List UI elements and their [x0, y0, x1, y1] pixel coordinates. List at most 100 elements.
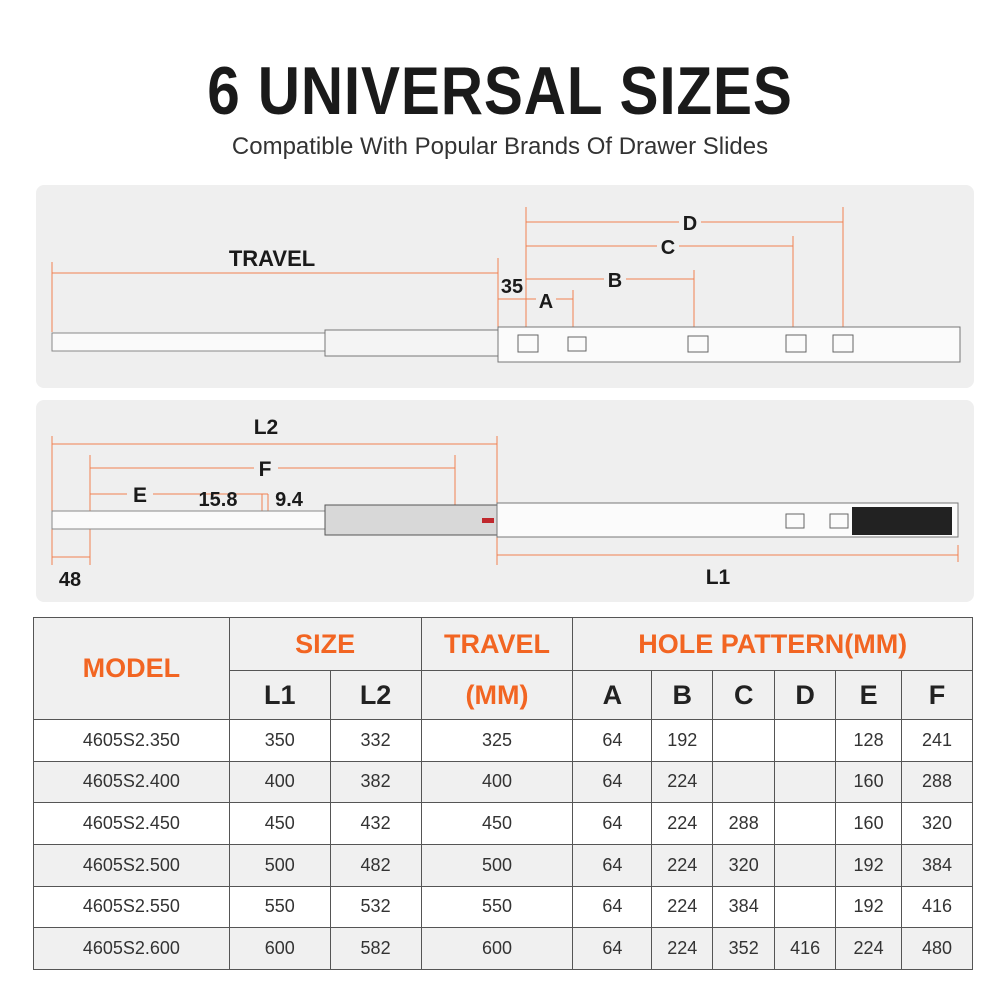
table-cell: 4605S2.450: [33, 802, 230, 845]
table-cell: 160: [835, 802, 903, 845]
table-cell: [712, 719, 776, 762]
table-row: 4605S2.450 450 432 450 64 224 288 160 320: [33, 802, 973, 845]
bottom-dimension-lines: [51, 436, 959, 565]
table-cell: 400: [228, 760, 331, 804]
table-cell: 64: [572, 927, 653, 970]
header-l1: L1: [228, 670, 331, 720]
header-size: SIZE: [228, 617, 422, 671]
table-cell: 550: [420, 885, 574, 929]
table-cell: [774, 885, 837, 929]
table-cell: 450: [228, 802, 331, 845]
table-row: 4605S2.600 600 582 600 64 224 352 416 224 480: [33, 927, 973, 970]
table-cell: [774, 760, 837, 804]
table-cell: 400: [420, 760, 574, 804]
table-cell: 432: [329, 802, 422, 845]
size-table: MODEL SIZE TRAVEL HOLE PATTERN(MM) L1 L2…: [33, 617, 973, 970]
table-cell: 450: [420, 802, 574, 845]
page-subtitle: Compatible With Popular Brands Of Drawer…: [231, 133, 769, 160]
table-cell: 192: [835, 885, 903, 929]
dim-b-label: B: [608, 270, 622, 292]
header-l2: L2: [329, 670, 422, 720]
top-labels: TRAVEL 35 A B C D: [219, 211, 701, 313]
table-cell: 4605S2.600: [33, 927, 230, 970]
bottom-slide-rail: [51, 502, 959, 538]
dim-a-label: A: [539, 291, 553, 313]
header-e: E: [835, 670, 903, 720]
table-cell: [712, 760, 776, 804]
header-hole-pattern: HOLE PATTERN(MM): [572, 617, 973, 671]
dim-c-label: C: [661, 237, 675, 259]
table-cell: 320: [712, 843, 776, 887]
table-cell: 500: [420, 843, 574, 887]
slide-diagrams: TRAVEL 35 A B C D L2 F E 15.8 9.4 48 L1: [51, 207, 961, 591]
table-cell: 192: [835, 843, 903, 887]
table-cell: 64: [572, 802, 653, 845]
table-cell: 480: [901, 927, 973, 970]
table-cell: 241: [901, 719, 973, 762]
top-dimension-lines: [51, 207, 844, 340]
table-cell: 482: [329, 843, 422, 887]
table-cell: 224: [651, 760, 714, 804]
table-cell: 224: [651, 843, 714, 887]
top-slide-rail: [51, 326, 961, 363]
header-f: F: [901, 670, 973, 720]
table-cell: 350: [228, 719, 331, 762]
header-c: C: [712, 670, 776, 720]
table-cell: 64: [572, 719, 653, 762]
dim-35-label: 35: [501, 276, 523, 298]
table-cell: 352: [712, 927, 776, 970]
table-cell: 500: [228, 843, 331, 887]
table-row: 4605S2.550 550 532 550 64 224 384 192 416: [33, 885, 973, 929]
dim-d-label: D: [683, 213, 697, 235]
table-cell: 224: [835, 927, 903, 970]
table-cell: 224: [651, 885, 714, 929]
table-cell: 64: [572, 885, 653, 929]
bottom-labels: L2 F E 15.8 9.4 48 L1: [59, 416, 731, 591]
table-cell: 288: [712, 802, 776, 845]
table-cell: 128: [835, 719, 903, 762]
table-cell: 320: [901, 802, 973, 845]
table-cell: 384: [712, 885, 776, 929]
table-cell: 224: [651, 802, 714, 845]
table-cell: [774, 802, 837, 845]
table-cell: 416: [774, 927, 837, 970]
table-cell: 288: [901, 760, 973, 804]
table-cell: 600: [420, 927, 574, 970]
header-a: A: [572, 670, 653, 720]
header-model: MODEL: [33, 617, 230, 720]
header-b: B: [651, 670, 714, 720]
table-row: 4605S2.500 500 482 500 64 224 320 192 384: [33, 843, 973, 887]
header-d: D: [774, 670, 837, 720]
table-cell: 64: [572, 760, 653, 804]
table-cell: 192: [651, 719, 714, 762]
table-cell: 384: [901, 843, 973, 887]
page-title: 6 UNIVERSAL SIZES: [207, 53, 793, 129]
bottom-diagram-panel: [36, 400, 974, 602]
table-cell: 4605S2.550: [33, 885, 230, 929]
table-cell: 600: [228, 927, 331, 970]
header-travel: TRAVEL: [420, 617, 574, 671]
table-cell: 4605S2.400: [33, 760, 230, 804]
dim-l2-label: L2: [254, 416, 279, 439]
table-row: 4605S2.400 400 382 400 64 224 160 288: [33, 760, 973, 804]
table-cell: [774, 843, 837, 887]
table-cell: 582: [329, 927, 422, 970]
dim-e-label: E: [133, 484, 147, 507]
table-cell: 224: [651, 927, 714, 970]
dim-48-label: 48: [59, 569, 81, 591]
table-cell: 332: [329, 719, 422, 762]
table-cell: 4605S2.500: [33, 843, 230, 887]
table-cell: 416: [901, 885, 973, 929]
table-cell: 64: [572, 843, 653, 887]
dim-15-8-label: 15.8: [199, 489, 238, 511]
header-travel-unit: (MM): [420, 670, 574, 720]
table-cell: 160: [835, 760, 903, 804]
table-cell: 382: [329, 760, 422, 804]
dim-l1-label: L1: [706, 566, 731, 589]
table-cell: 4605S2.350: [33, 719, 230, 762]
table-row: 4605S2.350 350 332 325 64 192 128 241: [33, 719, 973, 762]
travel-label: TRAVEL: [229, 246, 315, 271]
table-cell: 325: [420, 719, 574, 762]
dim-f-label: F: [259, 458, 272, 481]
table-cell: [774, 719, 837, 762]
